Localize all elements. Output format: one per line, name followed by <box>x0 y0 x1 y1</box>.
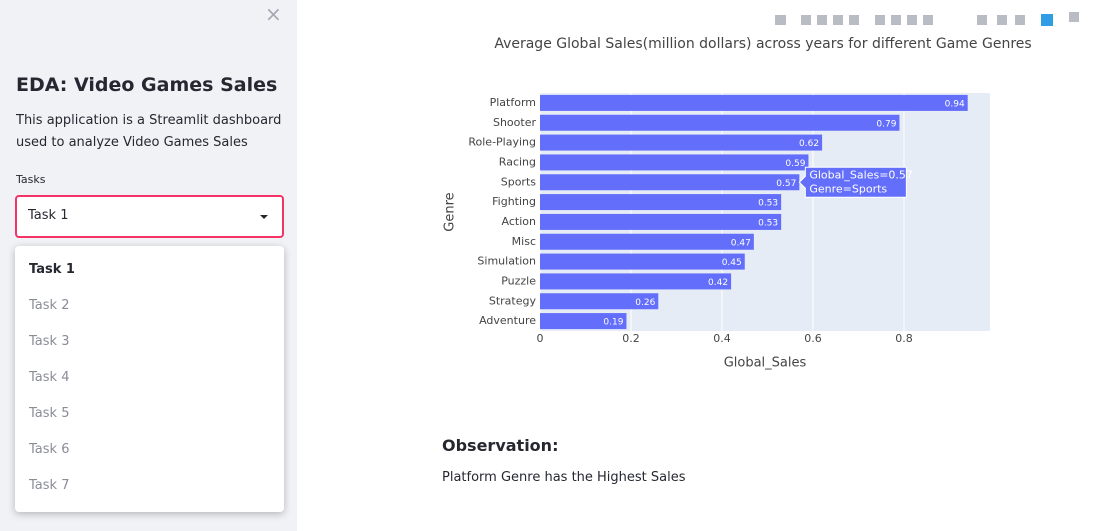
sidebar: × EDA: Video Games Sales This applicatio… <box>0 0 297 531</box>
hover-text: Genre=Sports <box>809 182 887 195</box>
y-tick-label: Puzzle <box>501 274 536 287</box>
chart-title: Average Global Sales(million dollars) ac… <box>494 36 1031 52</box>
dropdown-option[interactable]: Task 2 <box>29 298 70 313</box>
bar <box>540 253 745 270</box>
y-tick-label: Adventure <box>479 314 536 327</box>
dropdown-option[interactable]: Task 3 <box>29 334 70 349</box>
observation-text: Platform Genre has the Highest Sales <box>442 470 686 485</box>
value-label: 0.57 <box>776 179 796 189</box>
value-label: 0.42 <box>708 278 728 288</box>
value-label: 0.94 <box>945 99 965 109</box>
y-tick-label: Action <box>502 215 536 228</box>
bar <box>540 154 809 171</box>
modebar-button[interactable] <box>875 15 885 25</box>
y-axis-label: Genre <box>443 192 458 231</box>
y-tick-label: Racing <box>499 155 536 168</box>
y-tick-label: Platform <box>490 96 536 109</box>
plot-background <box>540 93 990 331</box>
observation-heading: Observation: <box>442 436 559 455</box>
bar <box>540 293 659 310</box>
x-tick-label: 0.8 <box>895 332 913 345</box>
x-tick-label: 0.6 <box>804 332 822 345</box>
modebar-button[interactable] <box>801 15 811 25</box>
x-tick-label: 0.2 <box>622 332 640 345</box>
selected-value: Task 1 <box>28 208 69 223</box>
modebar-button[interactable] <box>907 15 917 25</box>
hover-text: Global_Sales=0.57 <box>809 168 913 181</box>
sidebar-title: EDA: Video Games Sales <box>16 74 278 96</box>
hover-box <box>798 166 907 198</box>
dropdown-option[interactable]: Task 1 <box>29 262 75 277</box>
y-tick-label: Sports <box>501 175 537 188</box>
value-label: 0.79 <box>876 119 896 129</box>
bar <box>540 114 900 131</box>
bar <box>540 194 782 211</box>
y-tick-label: Fighting <box>492 195 536 208</box>
bar <box>540 94 968 111</box>
y-tick-label: Role-Playing <box>468 136 536 149</box>
modebar-button[interactable] <box>923 15 933 25</box>
modebar-button[interactable] <box>849 15 859 25</box>
bar <box>540 134 823 151</box>
value-label: 0.26 <box>635 298 655 308</box>
modebar-button[interactable] <box>891 15 901 25</box>
bar <box>540 213 782 230</box>
caret <box>260 215 268 219</box>
dropdown-menu: Task 1 Task 2 Task 3 Task 4 Task 5 Task 6 Task… <box>15 246 284 512</box>
value-label: 0.45 <box>722 258 742 268</box>
value-label: 0.53 <box>758 199 778 209</box>
dropdown-option[interactable]: Task 6 <box>29 442 70 457</box>
modebar-button[interactable] <box>997 15 1007 25</box>
value-label: 0.59 <box>785 159 805 169</box>
bar <box>540 233 754 250</box>
value-label: 0.47 <box>731 238 751 248</box>
modebar-button[interactable] <box>833 15 843 25</box>
x-tick-label: 0.4 <box>713 332 731 345</box>
dropdown-option[interactable]: Task 5 <box>29 406 70 421</box>
dropdown-option[interactable]: Task 4 <box>29 370 70 385</box>
modebar <box>775 12 1079 26</box>
modebar-button[interactable] <box>817 15 827 25</box>
y-tick-label: Misc <box>512 235 536 248</box>
modebar-button[interactable] <box>1069 12 1079 22</box>
sidebar-description: This application is a Streamlit dashboar… <box>16 113 282 150</box>
x-axis-label: Global_Sales <box>724 356 807 371</box>
bar <box>540 174 800 191</box>
close-button[interactable]: × <box>265 2 282 26</box>
x-tick-label: 0 <box>537 332 544 345</box>
modebar-button[interactable] <box>1015 15 1025 25</box>
y-tick-label: Shooter <box>493 116 536 129</box>
value-label: 0.53 <box>758 218 778 228</box>
modebar-button[interactable] <box>977 15 987 25</box>
chart: Average Global Sales(million dollars) ac… <box>443 12 1079 371</box>
value-label: 0.19 <box>603 318 623 328</box>
select-label: Tasks <box>16 173 46 186</box>
bar <box>540 313 627 330</box>
task-select[interactable]: Task 1 <box>15 195 284 238</box>
bar <box>540 273 732 290</box>
y-tick-label: Simulation <box>477 255 536 268</box>
dropdown-option[interactable]: Task 7 <box>29 478 70 493</box>
plotly-logo[interactable] <box>1041 14 1053 26</box>
value-label: 0.62 <box>799 139 819 149</box>
modebar-button[interactable] <box>775 15 786 25</box>
y-tick-label: Strategy <box>489 294 537 307</box>
